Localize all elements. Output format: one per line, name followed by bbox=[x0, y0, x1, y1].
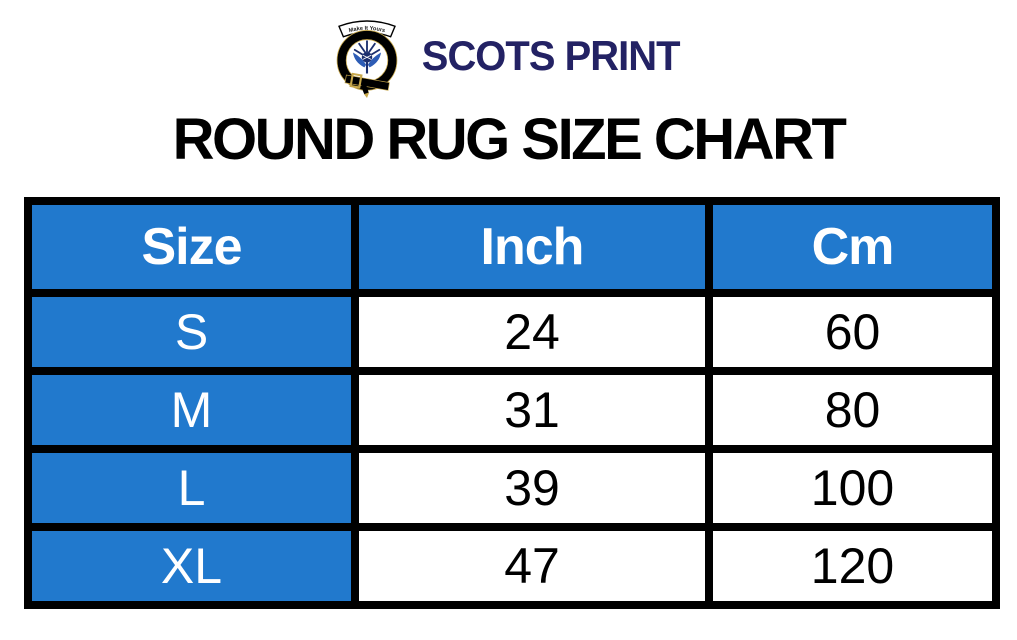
size-chart-table: Size Inch Cm S 24 60 M 31 80 L 39 100 XL… bbox=[24, 197, 1000, 609]
table-row-l: L 39 100 bbox=[24, 445, 1000, 531]
cm-value: 80 bbox=[705, 367, 1000, 453]
col-header-inch: Inch bbox=[351, 197, 713, 297]
inch-value: 24 bbox=[351, 289, 713, 375]
brand-name: SCOTS PRINT bbox=[421, 32, 681, 79]
table-row-s: S 24 60 bbox=[24, 289, 1000, 375]
logo-motto-text: Make It Yours bbox=[348, 26, 385, 34]
cm-value: 100 bbox=[705, 445, 1000, 531]
size-label: M bbox=[24, 367, 359, 453]
cm-value: 120 bbox=[705, 523, 1000, 609]
clan-crest-logo: Make It Yours bbox=[336, 20, 398, 98]
cm-value: 60 bbox=[705, 289, 1000, 375]
inch-value: 31 bbox=[351, 367, 713, 453]
strap-tail bbox=[360, 84, 369, 95]
page-title: ROUND RUG SIZE CHART bbox=[172, 107, 847, 172]
strap-tip bbox=[363, 92, 369, 98]
size-label: S bbox=[24, 289, 359, 375]
thistle-icon bbox=[352, 40, 381, 74]
size-label: L bbox=[24, 445, 359, 531]
brand-header: Make It Yours SCOTS PR bbox=[0, 0, 1017, 100]
col-header-cm: Cm bbox=[705, 197, 1000, 297]
header-row: Size Inch Cm bbox=[24, 197, 1000, 297]
inch-value: 39 bbox=[351, 445, 713, 531]
table-row-m: M 31 80 bbox=[24, 367, 1000, 453]
inch-value: 47 bbox=[351, 523, 713, 609]
col-header-size: Size bbox=[24, 197, 359, 297]
logo-motto: Make It Yours bbox=[348, 26, 385, 34]
table-row-xl: XL 47 120 bbox=[24, 523, 1000, 609]
size-label: XL bbox=[24, 523, 359, 609]
